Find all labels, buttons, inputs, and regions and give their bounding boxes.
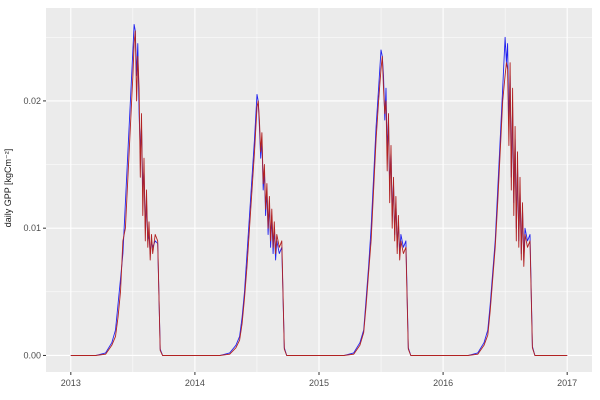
y-tick-label: 0.02: [23, 96, 41, 106]
y-tick-label: 0.01: [23, 223, 41, 233]
x-tick-label: 2014: [185, 378, 205, 388]
axis-ticks: 2013 2014 2015 2016 2017 0.00 0.01 0.02: [23, 96, 577, 388]
x-tick-label: 2017: [557, 378, 577, 388]
x-tick-label: 2013: [61, 378, 81, 388]
y-tick-label: 0.00: [23, 350, 41, 360]
x-tick-label: 2015: [309, 378, 329, 388]
series-line-observation-darkred: [70, 30, 568, 356]
x-tick-label: 2016: [433, 378, 453, 388]
major-gridlines: [46, 8, 592, 372]
